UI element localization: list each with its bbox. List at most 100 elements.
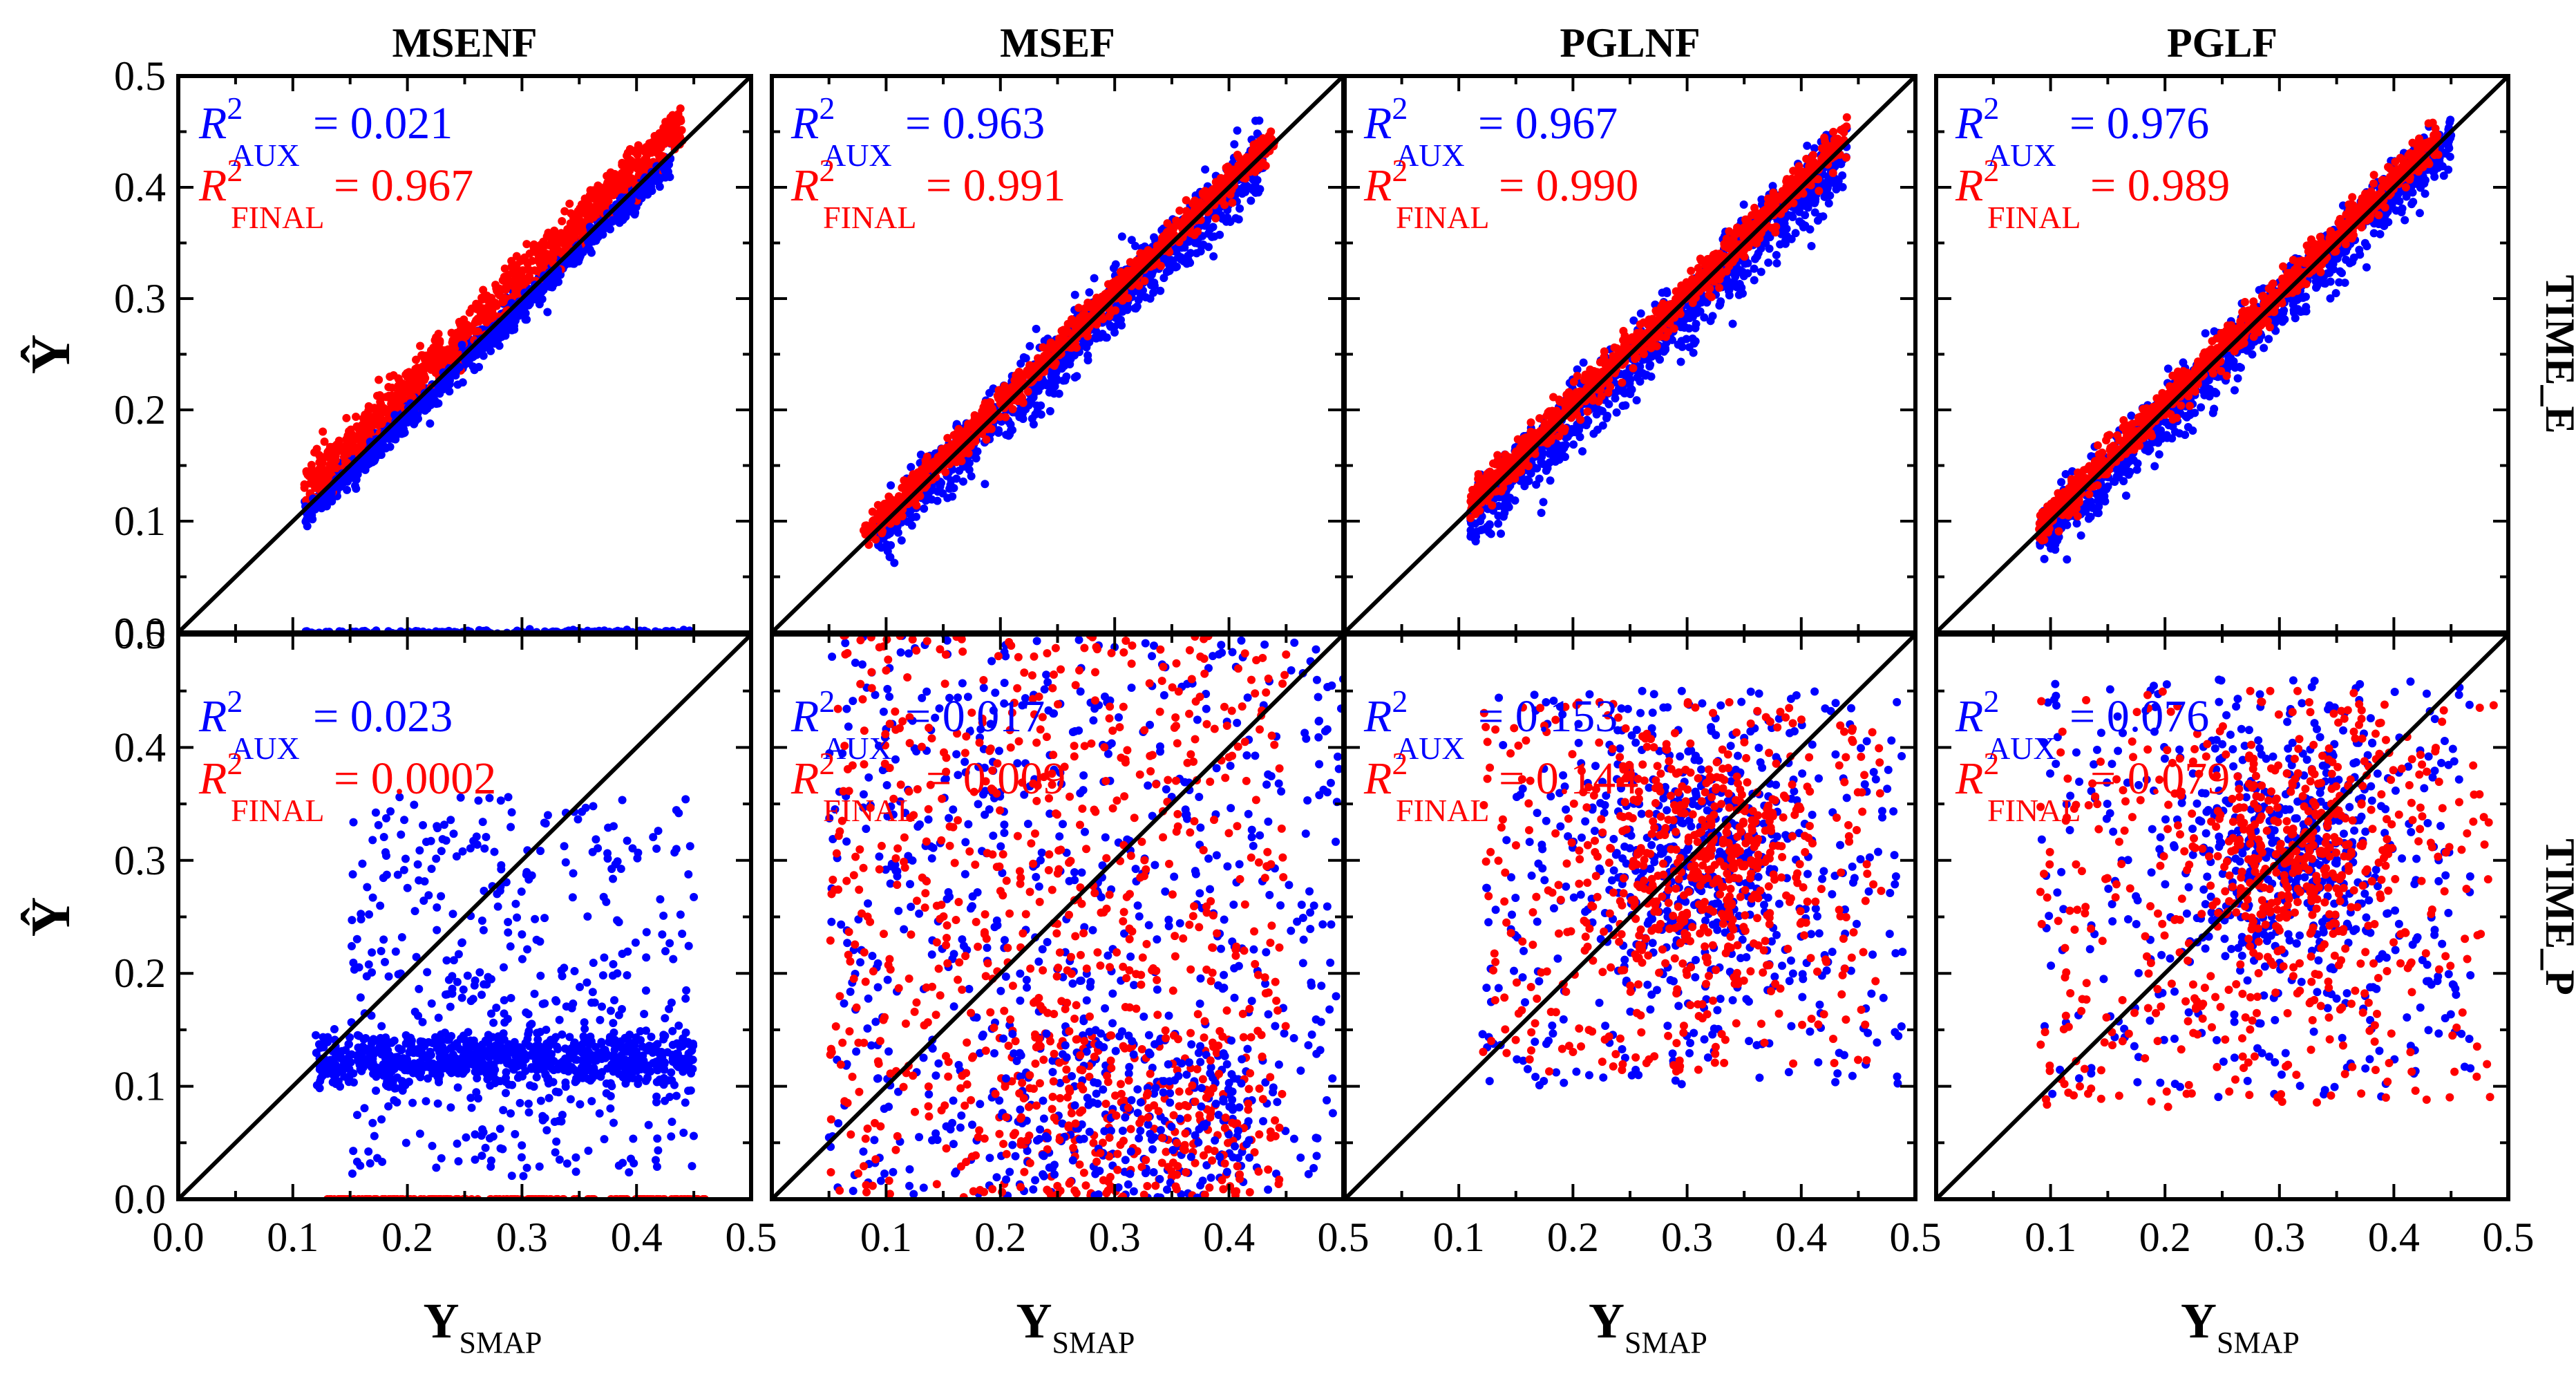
aux-point	[661, 167, 670, 176]
final-point	[960, 449, 969, 458]
final-point	[1004, 388, 1013, 397]
aux-point	[1573, 365, 1582, 374]
aux-point	[1029, 393, 1038, 402]
aux-point	[890, 558, 899, 567]
aux-point	[1253, 176, 1262, 185]
final-point	[594, 181, 603, 190]
final-point	[900, 476, 909, 485]
final-point	[573, 220, 582, 229]
final-point	[589, 194, 598, 203]
aux-point	[1019, 414, 1027, 423]
final-point	[352, 412, 361, 421]
final-point	[620, 184, 629, 193]
final-point	[442, 346, 451, 355]
final-point	[1083, 332, 1092, 341]
final-point	[1074, 303, 1083, 312]
aux-point	[916, 450, 925, 459]
aux-point	[1803, 141, 1812, 150]
final-point	[447, 353, 456, 361]
final-point	[878, 505, 887, 514]
aux-point	[1470, 535, 1479, 544]
aux-point	[1799, 223, 1808, 232]
final-point	[350, 447, 359, 455]
final-point	[633, 151, 642, 160]
aux-point	[1083, 356, 1092, 365]
final-point	[1079, 310, 1088, 319]
aux-point	[1538, 449, 1547, 458]
final-point	[399, 380, 408, 389]
final-point	[1023, 387, 1032, 396]
final-point	[342, 435, 351, 444]
aux-point	[1676, 357, 1685, 366]
final-point	[1228, 198, 1237, 207]
aux-point	[514, 311, 523, 320]
final-point	[560, 207, 569, 216]
points-layer	[300, 104, 2498, 1199]
final-point	[934, 453, 943, 462]
final-point	[1187, 229, 1196, 238]
final-point	[389, 395, 398, 404]
aux-point	[1101, 333, 1110, 342]
aux-point	[1579, 358, 1588, 367]
aux-point	[1136, 290, 1145, 299]
final-point	[348, 430, 357, 439]
aux-point	[1174, 252, 1183, 261]
final-point	[1008, 404, 1017, 413]
final-point	[471, 327, 480, 336]
aux-point	[985, 388, 994, 397]
final-point	[666, 113, 675, 122]
final-point	[412, 355, 421, 364]
aux-point	[1810, 208, 1819, 217]
aux-point	[938, 489, 947, 498]
final-point	[1117, 276, 1126, 285]
aux-point	[608, 216, 617, 225]
aux-point	[584, 243, 593, 252]
final-point	[1110, 277, 1119, 286]
aux-point	[965, 465, 974, 474]
final-point	[341, 441, 350, 450]
aux-point	[1832, 182, 1841, 191]
aux-point	[1716, 297, 1725, 306]
final-point	[314, 468, 323, 477]
final-point	[606, 181, 615, 190]
final-point	[898, 511, 907, 520]
aux-point	[1652, 351, 1661, 360]
aux-point	[1791, 229, 1800, 238]
final-point	[319, 427, 328, 436]
aux-point	[356, 464, 365, 473]
aux-point	[1036, 401, 1045, 410]
final-point	[970, 411, 979, 420]
final-point	[1111, 306, 1120, 315]
final-point	[431, 362, 440, 371]
aux-point	[1016, 359, 1025, 368]
aux-point	[1800, 201, 1809, 210]
final-point	[418, 362, 427, 371]
final-point	[1101, 290, 1110, 299]
final-point	[1095, 294, 1104, 303]
final-point	[674, 127, 683, 136]
aux-point	[1131, 241, 1140, 250]
final-point	[539, 243, 548, 252]
aux-point	[430, 388, 439, 397]
aux-point	[457, 340, 466, 349]
final-point	[1021, 369, 1030, 378]
final-point	[868, 507, 877, 516]
aux-point	[1002, 430, 1011, 439]
final-point	[1220, 200, 1229, 209]
aux-point	[1215, 230, 1224, 239]
final-point	[500, 264, 509, 273]
aux-point	[1629, 316, 1638, 325]
final-point	[578, 228, 587, 237]
aux-point	[646, 181, 655, 190]
final-point	[656, 134, 665, 143]
aux-point	[907, 521, 916, 530]
aux-point	[350, 471, 359, 480]
aux-point	[1149, 288, 1158, 297]
aux-point	[1233, 126, 1242, 135]
aux-point	[1618, 402, 1627, 411]
final-point	[452, 328, 461, 337]
aux-point	[1824, 199, 1833, 208]
aux-point	[1810, 144, 1819, 153]
final-point	[357, 424, 366, 433]
final-point	[565, 199, 574, 208]
